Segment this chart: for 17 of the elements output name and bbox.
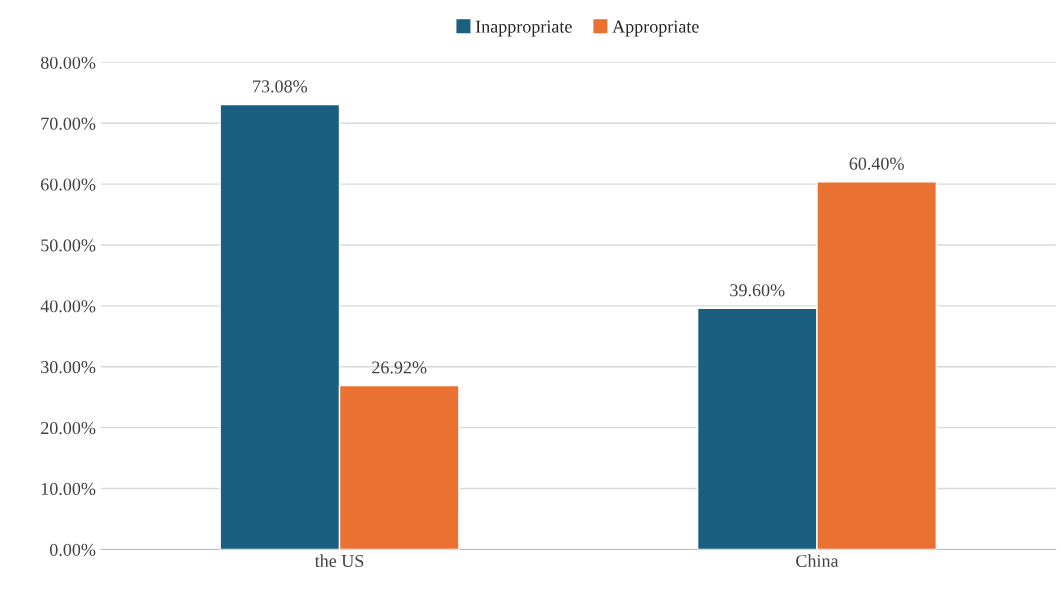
y-tick-label: 0.00%: [49, 543, 96, 556]
y-tick-label: 50.00%: [41, 239, 96, 252]
y-tick-label: 70.00%: [41, 117, 96, 130]
y-tick-label: 60.00%: [41, 178, 96, 191]
y-tick-label: 10.00%: [41, 482, 96, 496]
x-tick-label: the US: [314, 554, 364, 568]
legend-label: Appropriate: [612, 20, 699, 37]
legend-label: Inappropriate: [475, 20, 572, 37]
data-label: 26.92%: [372, 361, 427, 374]
y-tick-label: 80.00%: [40, 56, 96, 69]
data-label: 60.40%: [849, 157, 904, 170]
y-tick-label: 30.00%: [41, 361, 96, 374]
data-label: 39.60%: [730, 284, 785, 297]
data-label: 73.08%: [253, 80, 308, 93]
y-tick-label: 20.00%: [41, 421, 96, 435]
x-tick-label: China: [796, 554, 839, 568]
y-tick-label: 40.00%: [40, 300, 96, 313]
